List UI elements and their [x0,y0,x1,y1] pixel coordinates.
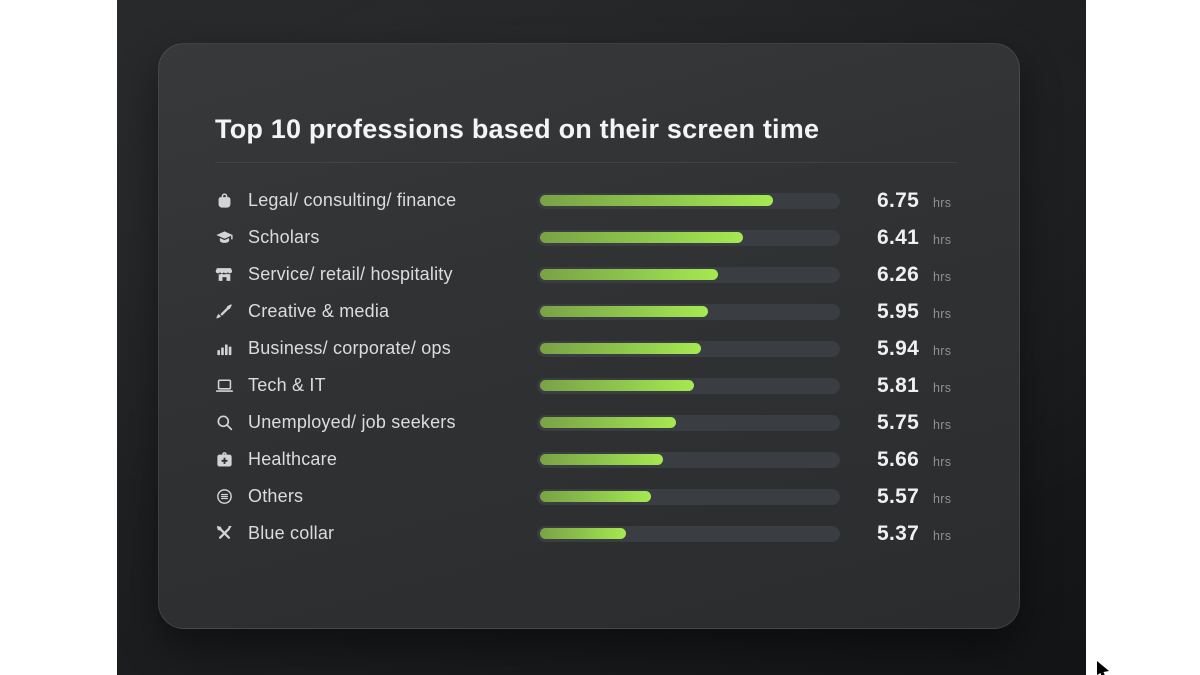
bar-track [537,229,840,246]
screen-time-value: 5.81 [877,373,920,397]
profession-label: Business/ corporate/ ops [248,338,451,358]
bar-fill [540,343,701,354]
search-icon [215,413,234,432]
chart-row: Unemployed/ job seekers 5.75 hrs [215,404,957,441]
profession-label: Healthcare [248,449,338,469]
chart-row: Healthcare 5.66 hrs [215,441,957,478]
bar-track [537,451,840,468]
screen-time-value: 5.66 [877,447,920,471]
bar-fill [540,528,626,539]
unit-label: hrs [933,269,952,284]
screen-time-value: 6.41 [877,225,920,249]
profession-label: Scholars [248,227,320,247]
bar-fill [540,306,708,317]
screen-time-value: 5.57 [877,484,920,508]
unit-label: hrs [933,528,952,543]
value-group: 5.94 hrs [877,337,951,361]
screen-time-value: 5.94 [877,336,920,360]
bar-fill [540,195,774,206]
chart-title: Top 10 professions based on their screen… [215,114,820,144]
profession-label: Creative & media [248,301,390,321]
bar-track [537,303,840,320]
chart-row: Creative & media 5.95 hrs [215,293,957,330]
screen-time-value: 6.26 [877,262,920,286]
value-group: 6.41 hrs [877,226,951,250]
value-group: 5.66 hrs [877,448,951,472]
value-group: 5.75 hrs [877,411,951,435]
bar-fill [540,380,695,391]
bar-fill [540,454,663,465]
bar-track [537,266,840,283]
pen-icon [215,302,234,321]
unit-label: hrs [933,306,952,321]
screen-time-value: 5.37 [877,521,920,545]
value-group: 5.37 hrs [877,522,951,546]
profession-label: Unemployed/ job seekers [248,412,456,432]
dark-background-panel: Top 10 professions based on their screen… [117,0,1086,675]
bar-fill [540,232,744,243]
chart-row: Others 5.57 hrs [215,478,957,515]
title-divider [215,162,957,163]
chart-row: Business/ corporate/ ops 5.94 hrs [215,330,957,367]
value-group: 6.26 hrs [877,263,951,287]
profession-label: Blue collar [248,523,335,543]
unit-label: hrs [933,380,952,395]
unit-label: hrs [933,454,952,469]
screen-time-value: 5.75 [877,410,920,434]
chart-row: Blue collar 5.37 hrs [215,515,957,552]
profession-label: Others [248,486,304,506]
value-group: 5.81 hrs [877,374,951,398]
storefront-icon [215,265,234,284]
bag-icon [215,191,234,210]
laptop-icon [215,376,234,395]
bar-track [537,525,840,542]
graduation-cap-icon [215,228,234,247]
bar-track [537,488,840,505]
bar-fill [540,269,719,280]
mouse-cursor [1097,661,1109,675]
unit-label: hrs [933,417,952,432]
medical-kit-icon [215,450,234,469]
value-group: 5.95 hrs [877,300,951,324]
bar-track [537,414,840,431]
unit-label: hrs [933,195,952,210]
list-circle-icon [215,487,234,506]
bar-chart-icon [215,339,234,358]
chart-row: Tech & IT 5.81 hrs [215,367,957,404]
bar-track [537,377,840,394]
screen-time-value: 5.95 [877,299,920,323]
unit-label: hrs [933,491,952,506]
chart-row: Service/ retail/ hospitality 6.26 hrs [215,256,957,293]
chart-row: Scholars 6.41 hrs [215,219,957,256]
chart-rows: Legal/ consulting/ finance 6.75 hrs Scho… [215,182,957,552]
bar-fill [540,491,651,502]
unit-label: hrs [933,343,952,358]
bar-track [537,340,840,357]
unit-label: hrs [933,232,952,247]
chart-row: Legal/ consulting/ finance 6.75 hrs [215,182,957,219]
profession-label: Tech & IT [248,375,326,395]
tools-icon [215,524,234,543]
bar-fill [540,417,676,428]
bar-track [537,192,840,209]
screen-time-value: 6.75 [877,188,920,212]
value-group: 5.57 hrs [877,485,951,509]
value-group: 6.75 hrs [877,189,951,213]
profession-label: Service/ retail/ hospitality [248,264,453,284]
chart-card: Top 10 professions based on their screen… [158,43,1020,629]
profession-label: Legal/ consulting/ finance [248,190,457,210]
